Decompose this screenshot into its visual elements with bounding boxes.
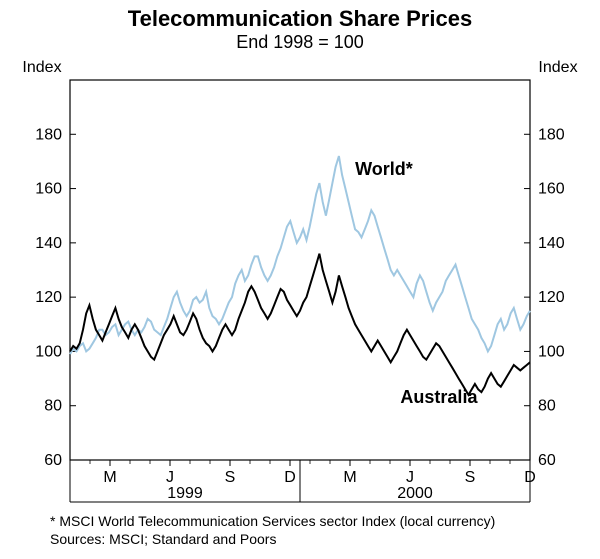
label-world: World* xyxy=(355,159,413,179)
xtick-label: M xyxy=(343,469,356,486)
xtick-label: S xyxy=(225,469,236,486)
ytick-label-right: 100 xyxy=(538,343,565,360)
xtick-label: D xyxy=(284,469,296,486)
series-world xyxy=(70,156,530,354)
ytick-label-right: 80 xyxy=(538,398,556,415)
chart-container: Telecommunication Share PricesEnd 1998 =… xyxy=(0,0,600,559)
ytick-label-right: 120 xyxy=(538,289,565,306)
year-label-1: 1999 xyxy=(167,485,203,502)
ytick-label-left: 60 xyxy=(44,452,62,469)
chart-title: Telecommunication Share Prices xyxy=(128,6,472,31)
sources: Sources: MSCI; Standard and Poors xyxy=(50,531,276,547)
y-axis-label-right: Index xyxy=(538,59,577,76)
y-axis-label-left: Index xyxy=(22,59,61,76)
xtick-label: S xyxy=(465,469,476,486)
chart-svg: Telecommunication Share PricesEnd 1998 =… xyxy=(0,0,600,559)
label-australia: Australia xyxy=(400,387,478,407)
ytick-label-left: 100 xyxy=(35,343,62,360)
ytick-label-left: 80 xyxy=(44,398,62,415)
ytick-label-left: 160 xyxy=(35,181,62,198)
footnote: * MSCI World Telecommunication Services … xyxy=(50,513,495,529)
ytick-label-left: 140 xyxy=(35,235,62,252)
year-label-2: 2000 xyxy=(397,485,433,502)
xtick-label: M xyxy=(103,469,116,486)
ytick-label-right: 160 xyxy=(538,181,565,198)
xtick-label: J xyxy=(406,469,414,486)
ytick-label-right: 180 xyxy=(538,126,565,143)
xtick-label: J xyxy=(166,469,174,486)
ytick-label-left: 120 xyxy=(35,289,62,306)
series-australia xyxy=(70,254,530,395)
chart-subtitle: End 1998 = 100 xyxy=(236,32,364,52)
ytick-label-left: 180 xyxy=(35,126,62,143)
ytick-label-right: 60 xyxy=(538,452,556,469)
ytick-label-right: 140 xyxy=(538,235,565,252)
